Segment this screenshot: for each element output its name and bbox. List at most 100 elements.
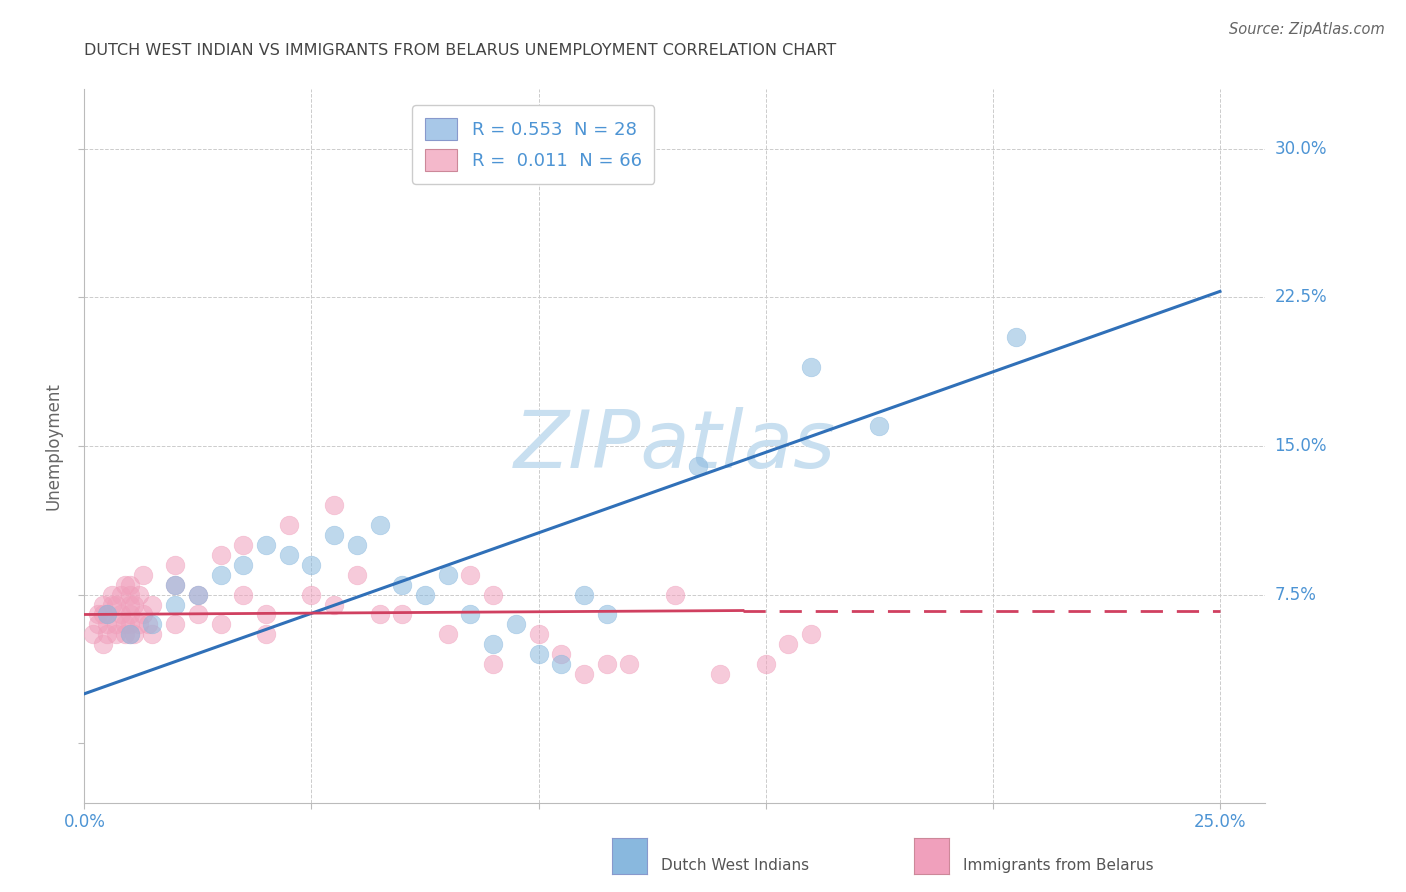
Text: Source: ZipAtlas.com: Source: ZipAtlas.com	[1229, 22, 1385, 37]
Text: Dutch West Indians: Dutch West Indians	[661, 858, 808, 872]
Point	[96, 607, 118, 622]
Point	[482, 637, 505, 651]
Point	[118, 588, 141, 602]
Point	[118, 607, 141, 622]
Point	[100, 598, 122, 612]
Point	[141, 627, 163, 641]
Point	[128, 617, 150, 632]
Y-axis label: Unemployment: Unemployment	[45, 382, 63, 510]
Point	[96, 627, 118, 641]
Point	[505, 617, 527, 632]
Point	[124, 627, 146, 641]
Point	[254, 607, 277, 622]
Legend: R = 0.553  N = 28, R =  0.011  N = 66: R = 0.553 N = 28, R = 0.011 N = 66	[412, 105, 654, 184]
Point	[187, 588, 209, 602]
Point	[209, 548, 232, 562]
Point	[118, 627, 141, 641]
Point	[460, 607, 482, 622]
Point	[368, 607, 391, 622]
Point	[709, 667, 731, 681]
Point	[686, 458, 709, 473]
Point	[87, 607, 110, 622]
Point	[550, 657, 572, 671]
Point	[391, 607, 413, 622]
Point	[868, 419, 890, 434]
Point	[165, 578, 187, 592]
Point	[277, 548, 299, 562]
Point	[527, 647, 550, 661]
Point	[118, 627, 141, 641]
Point	[87, 617, 110, 632]
Point	[596, 607, 619, 622]
Point	[254, 538, 277, 552]
Point	[91, 607, 114, 622]
Point	[141, 598, 163, 612]
Point	[232, 538, 254, 552]
Point	[436, 567, 458, 582]
Point	[114, 627, 136, 641]
Point	[572, 588, 595, 602]
Point	[323, 528, 346, 542]
Point	[136, 617, 159, 632]
Point	[165, 578, 187, 592]
Point	[100, 588, 122, 602]
Point	[128, 588, 150, 602]
Point	[132, 607, 155, 622]
Point	[165, 617, 187, 632]
Point	[323, 598, 346, 612]
Point	[118, 617, 141, 632]
Point	[301, 588, 323, 602]
Point	[572, 667, 595, 681]
Point	[165, 558, 187, 572]
Point	[482, 657, 505, 671]
Point	[1004, 330, 1026, 344]
Point	[800, 359, 823, 374]
Point	[165, 598, 187, 612]
Point	[209, 567, 232, 582]
Point	[96, 617, 118, 632]
Point	[209, 617, 232, 632]
Point	[110, 607, 132, 622]
Point	[124, 598, 146, 612]
Text: 15.0%: 15.0%	[1274, 437, 1327, 455]
Point	[114, 578, 136, 592]
Text: 22.5%: 22.5%	[1274, 288, 1327, 306]
Text: 7.5%: 7.5%	[1274, 586, 1316, 604]
Text: Immigrants from Belarus: Immigrants from Belarus	[963, 858, 1154, 872]
Point	[105, 627, 128, 641]
Point	[82, 627, 104, 641]
Point	[132, 567, 155, 582]
Point	[391, 578, 413, 592]
Point	[436, 627, 458, 641]
Point	[254, 627, 277, 641]
Point	[527, 627, 550, 641]
Point	[596, 657, 619, 671]
Point	[118, 598, 141, 612]
Point	[105, 617, 128, 632]
Point	[187, 607, 209, 622]
Point	[118, 578, 141, 592]
Point	[755, 657, 778, 671]
Text: ZIPatlas: ZIPatlas	[513, 407, 837, 485]
Text: 30.0%: 30.0%	[1274, 140, 1327, 158]
Point	[323, 499, 346, 513]
Point	[110, 588, 132, 602]
Point	[550, 647, 572, 661]
Point	[368, 518, 391, 533]
Point	[91, 598, 114, 612]
Point	[301, 558, 323, 572]
Point	[187, 588, 209, 602]
Point	[277, 518, 299, 533]
Point	[141, 617, 163, 632]
Point	[96, 607, 118, 622]
Point	[482, 588, 505, 602]
Point	[664, 588, 686, 602]
Point	[346, 538, 368, 552]
Point	[619, 657, 641, 671]
Point	[232, 558, 254, 572]
Point	[346, 567, 368, 582]
Point	[91, 637, 114, 651]
Point	[114, 617, 136, 632]
Point	[232, 588, 254, 602]
Text: DUTCH WEST INDIAN VS IMMIGRANTS FROM BELARUS UNEMPLOYMENT CORRELATION CHART: DUTCH WEST INDIAN VS IMMIGRANTS FROM BEL…	[84, 43, 837, 58]
